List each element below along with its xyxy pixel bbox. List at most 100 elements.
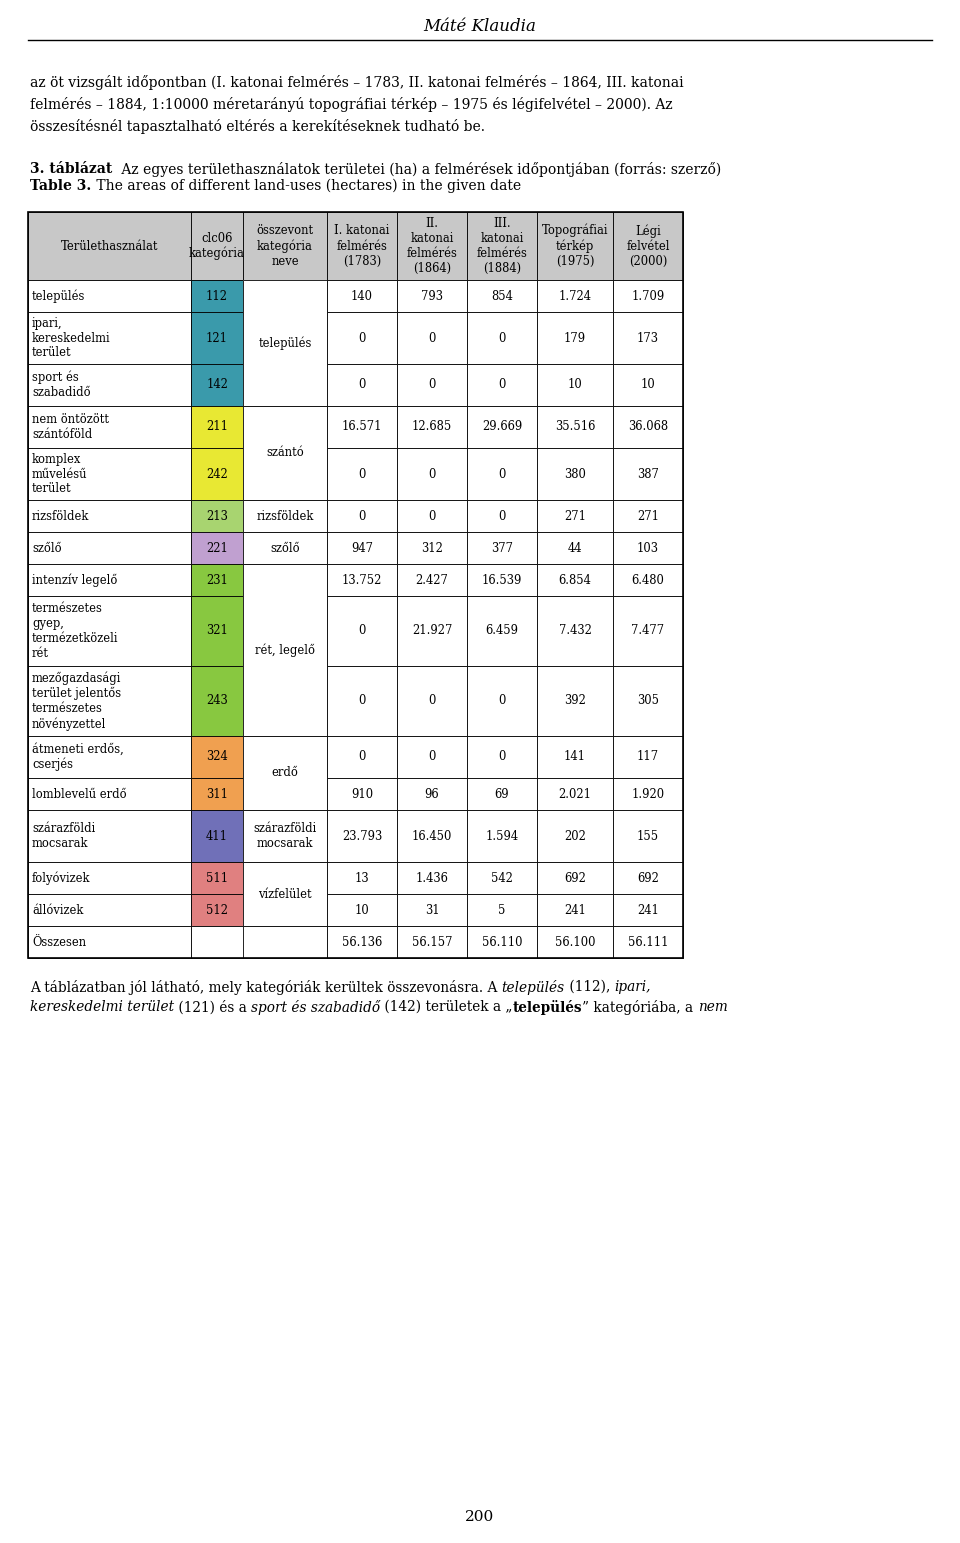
Bar xyxy=(397,447,467,500)
Text: ipari,
kereskedelmi
terület: ipari, kereskedelmi terület xyxy=(32,316,110,360)
Bar xyxy=(397,893,467,926)
Text: 7.432: 7.432 xyxy=(559,625,591,637)
Bar xyxy=(243,810,327,863)
Text: 10: 10 xyxy=(354,904,370,917)
Bar xyxy=(28,863,191,893)
Text: Az egyes területhasználatok területei (ha) a felmérések időpontjában (forrás: sz: Az egyes területhasználatok területei (h… xyxy=(117,162,721,177)
Text: 231: 231 xyxy=(206,574,228,586)
Bar xyxy=(537,667,613,736)
Bar xyxy=(243,406,327,447)
Text: 324: 324 xyxy=(206,750,228,764)
Bar xyxy=(397,279,467,312)
Bar xyxy=(467,596,537,667)
Text: 213: 213 xyxy=(206,509,228,523)
Text: felmérés – 1884, 1:10000 méretarányú topográfiai térkép – 1975 és légifelvétel –: felmérés – 1884, 1:10000 méretarányú top… xyxy=(30,97,673,113)
Bar xyxy=(467,863,537,893)
Bar xyxy=(191,926,243,958)
Bar xyxy=(613,893,683,926)
Bar xyxy=(467,532,537,565)
Text: 3. táblázat: 3. táblázat xyxy=(30,162,112,176)
Bar xyxy=(537,596,613,667)
Bar xyxy=(28,211,683,958)
Text: 692: 692 xyxy=(637,872,659,884)
Bar xyxy=(613,926,683,958)
Text: 0: 0 xyxy=(428,694,436,708)
Bar xyxy=(191,447,243,500)
Text: 103: 103 xyxy=(637,542,659,554)
Bar xyxy=(613,312,683,364)
Bar xyxy=(243,596,327,667)
Text: település: település xyxy=(258,336,312,350)
Bar xyxy=(537,736,613,778)
Bar xyxy=(467,211,537,279)
Text: 202: 202 xyxy=(564,830,586,842)
Bar xyxy=(191,312,243,364)
Text: 243: 243 xyxy=(206,694,228,708)
Bar xyxy=(397,810,467,863)
Text: szántó: szántó xyxy=(266,446,304,460)
Bar xyxy=(613,596,683,667)
Text: település: település xyxy=(502,980,564,995)
Text: (142) területek a „: (142) területek a „ xyxy=(380,1000,513,1014)
Text: 69: 69 xyxy=(494,787,510,801)
Text: The areas of different land-uses (hectares) in the given date: The areas of different land-uses (hectar… xyxy=(92,179,521,193)
Bar xyxy=(28,565,191,596)
Bar xyxy=(327,279,397,312)
Text: (112),: (112), xyxy=(564,980,614,994)
Bar xyxy=(243,406,327,500)
Bar xyxy=(397,926,467,958)
Text: 387: 387 xyxy=(637,468,659,480)
Bar xyxy=(327,312,397,364)
Text: ipari,: ipari, xyxy=(614,980,651,994)
Bar xyxy=(28,406,191,447)
Bar xyxy=(397,312,467,364)
Text: 211: 211 xyxy=(206,421,228,434)
Bar xyxy=(28,532,191,565)
Text: szárazföldi
mocsarak: szárazföldi mocsarak xyxy=(32,822,95,850)
Bar xyxy=(467,364,537,406)
Bar xyxy=(191,406,243,447)
Bar xyxy=(613,565,683,596)
Bar xyxy=(191,211,243,279)
Text: Topográfiai
térkép
(1975): Topográfiai térkép (1975) xyxy=(541,224,609,268)
Bar xyxy=(28,893,191,926)
Bar xyxy=(191,532,243,565)
Bar xyxy=(397,863,467,893)
Bar xyxy=(397,778,467,810)
Bar xyxy=(613,447,683,500)
Text: szőlő: szőlő xyxy=(270,542,300,554)
Text: ” kategóriába, a: ” kategóriába, a xyxy=(583,1000,698,1015)
Text: szárazföldi
mocsarak: szárazföldi mocsarak xyxy=(253,822,317,850)
Text: 793: 793 xyxy=(421,290,443,302)
Text: (121) és a: (121) és a xyxy=(174,1000,252,1014)
Bar xyxy=(537,279,613,312)
Text: 0: 0 xyxy=(358,468,366,480)
Bar xyxy=(243,810,327,863)
Text: 511: 511 xyxy=(206,872,228,884)
Text: összevont
kategória
neve: összevont kategória neve xyxy=(256,224,314,268)
Bar xyxy=(537,863,613,893)
Text: 0: 0 xyxy=(428,509,436,523)
Text: szőlő: szőlő xyxy=(32,542,61,554)
Bar xyxy=(397,211,467,279)
Bar xyxy=(243,926,327,958)
Text: 117: 117 xyxy=(636,750,660,764)
Text: 312: 312 xyxy=(421,542,443,554)
Text: állóvizek: állóvizek xyxy=(32,904,84,917)
Bar xyxy=(467,565,537,596)
Bar xyxy=(327,778,397,810)
Text: 13: 13 xyxy=(354,872,370,884)
Bar xyxy=(28,736,191,778)
Text: 0: 0 xyxy=(358,625,366,637)
Text: 0: 0 xyxy=(358,509,366,523)
Bar xyxy=(243,565,327,736)
Text: 0: 0 xyxy=(428,750,436,764)
Bar xyxy=(28,211,191,279)
Text: 242: 242 xyxy=(206,468,228,480)
Text: rét, legelő: rét, legelő xyxy=(255,643,315,657)
Bar xyxy=(327,211,397,279)
Bar xyxy=(397,532,467,565)
Bar xyxy=(467,447,537,500)
Bar xyxy=(613,667,683,736)
Text: intenzív legelő: intenzív legelő xyxy=(32,574,117,586)
